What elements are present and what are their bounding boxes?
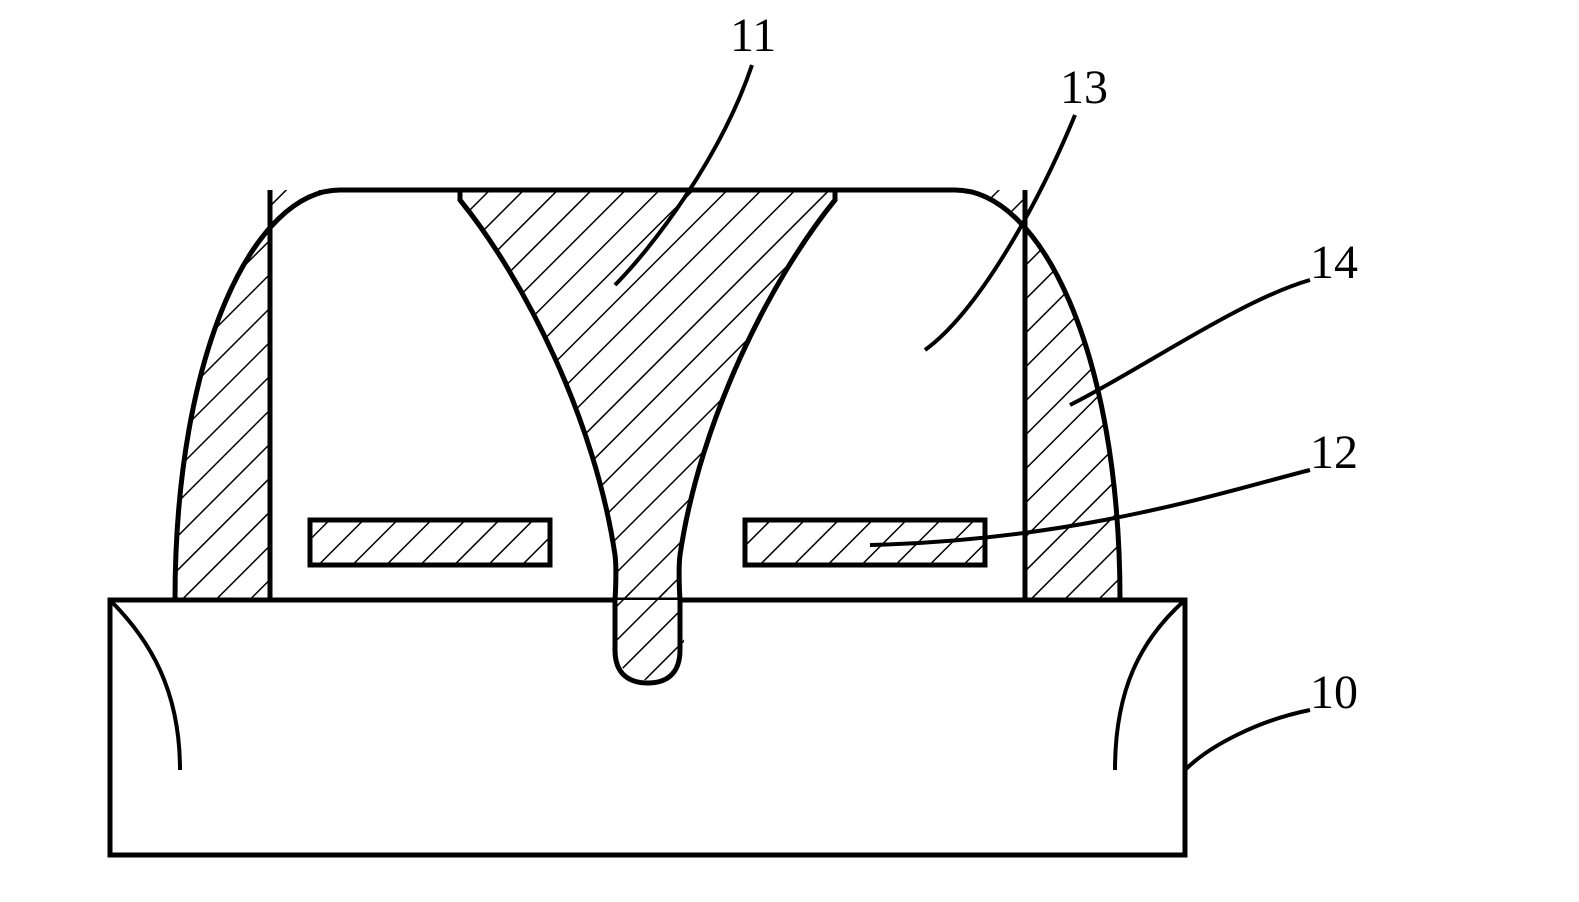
label-14: 14 — [1310, 235, 1358, 290]
spacer-right-14 — [900, 150, 1200, 650]
label-12: 12 — [1310, 425, 1358, 480]
floating-bar-left-12 — [310, 520, 550, 565]
leader-14 — [1070, 280, 1310, 405]
label-11: 11 — [730, 8, 776, 63]
center-pillar-11 — [400, 150, 900, 710]
spacer-left-14 — [100, 150, 400, 650]
label-13: 13 — [1060, 60, 1108, 115]
figure-canvas: 11 13 14 12 10 — [0, 0, 1579, 902]
leader-lines — [615, 65, 1310, 770]
label-10: 10 — [1310, 665, 1358, 720]
leader-10 — [1185, 710, 1310, 770]
